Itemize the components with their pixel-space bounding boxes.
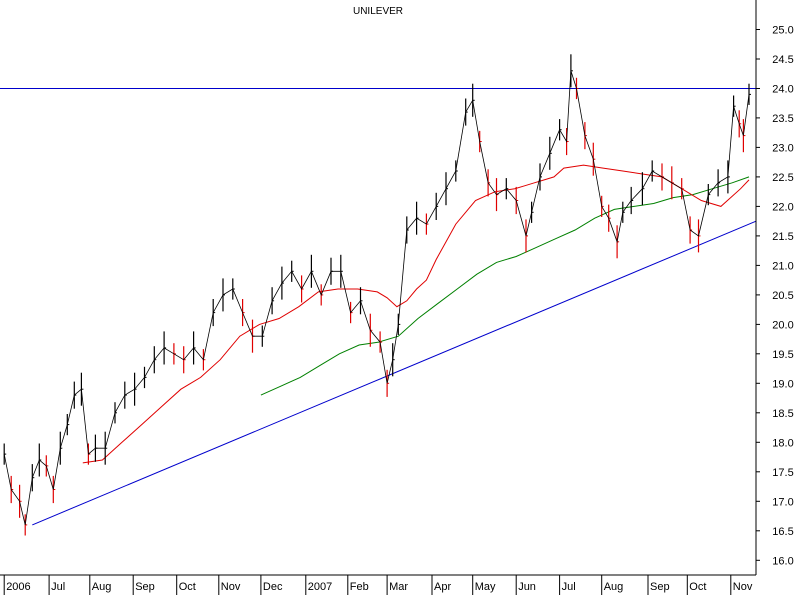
x-tick-label: Feb (350, 581, 369, 593)
y-tick-label: 20.5 (772, 290, 793, 302)
y-tick-label: 18.0 (772, 437, 793, 449)
y-axis: 16.0 16.5 17.0 17.5 18.0 18.5 19.0 19.5 20.0 20.5… (755, 0, 794, 575)
y-tick-label: 19.5 (772, 349, 793, 361)
x-tick-label: Jul (562, 581, 576, 593)
y-tick-label: 16.5 (772, 526, 793, 538)
support-trendline (32, 220, 757, 526)
y-tick-label: 19.0 (772, 378, 793, 390)
x-tick-label: Apr (434, 581, 451, 593)
y-tick-label: 24.5 (772, 54, 793, 66)
x-tick-label: May (475, 581, 496, 593)
ma-long-line (260, 176, 750, 396)
x-tick-label: Sep (650, 581, 670, 593)
x-tick-label: Dec (263, 581, 283, 593)
x-tick-label: Mar (389, 581, 408, 593)
x-tick-label: 2006 (6, 581, 30, 593)
x-tick-label: Oct (179, 581, 196, 593)
y-tick-label: 20.0 (772, 319, 793, 331)
y-tick-label: 17.0 (772, 496, 793, 508)
x-tick-label: 2007 (308, 581, 332, 593)
x-tick-label: Oct (689, 581, 706, 593)
y-tick-label: 17.5 (772, 467, 793, 479)
y-tick-label: 21.5 (772, 231, 793, 243)
y-tick-label: 24.0 (772, 84, 793, 96)
x-tick-label: Nov (733, 581, 753, 593)
y-tick-label: 23.0 (772, 142, 793, 154)
x-axis: 2006 Jul Aug Sep Oct Nov Dec 2007 Feb Mar Apr May Ju… (0, 574, 756, 595)
price-line (3, 70, 750, 525)
x-tick-label: Jul (51, 581, 65, 593)
x-tick-label: Aug (604, 581, 624, 593)
y-tick-label: 22.0 (772, 201, 793, 213)
x-tick-label: Aug (92, 581, 112, 593)
series-layer (0, 54, 757, 536)
y-tick-label: 25.0 (772, 25, 793, 37)
x-tick-label: Nov (221, 581, 241, 593)
x-tick-label: Sep (135, 581, 155, 593)
chart-title: UNILEVER (353, 6, 403, 17)
y-tick-label: 18.5 (772, 408, 793, 420)
ma-short-line (82, 164, 750, 464)
y-tick-label: 16.0 (772, 555, 793, 567)
y-tick-label: 21.0 (772, 260, 793, 272)
x-tick-label: Jun (518, 581, 536, 593)
y-tick-label: 22.5 (772, 172, 793, 184)
y-tick-label: 23.5 (772, 113, 793, 125)
